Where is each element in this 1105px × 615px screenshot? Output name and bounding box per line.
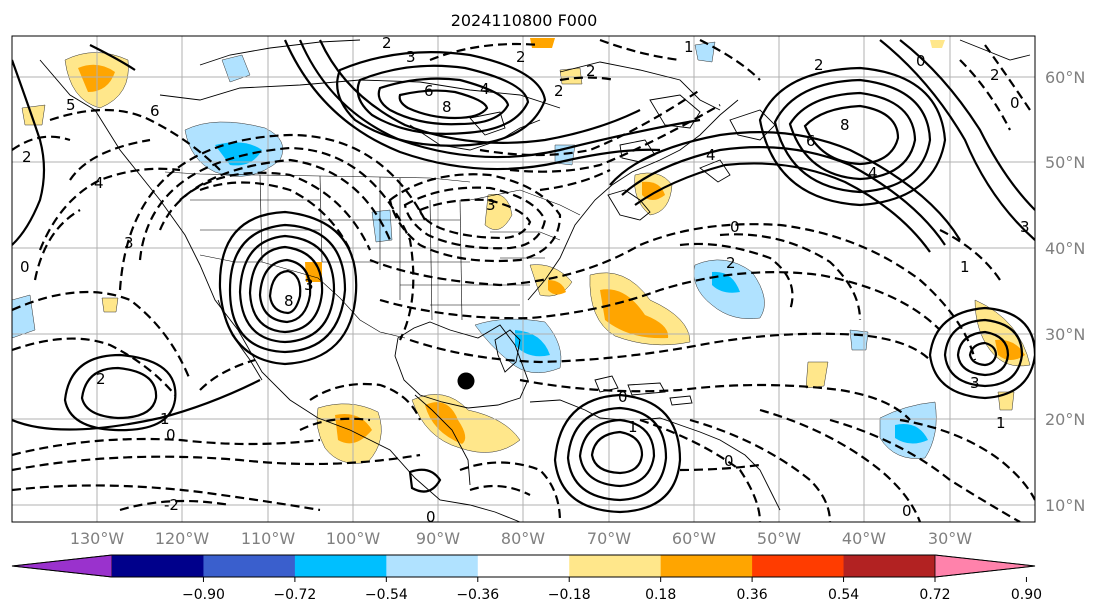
contour-label: 1 [684, 38, 694, 56]
contour-label: 0 [618, 388, 628, 406]
contour-label: 3 [304, 276, 314, 294]
political-borders [164, 171, 581, 339]
colorbar: −0.90 −0.72 −0.54 −0.36 −0.18 0.18 0.36 0.54 0.7… [11, 554, 1042, 603]
colorbar-tick-label: −0.36 [456, 587, 499, 603]
contour-label: 4 [868, 164, 878, 182]
colorbar-tick-label: 0.18 [645, 587, 676, 603]
colorbar-segment [112, 555, 204, 577]
latitude-label: 40°N [1045, 239, 1085, 258]
latitude-axis: 60°N 50°N 40°N 30°N 20°N 10°N [1045, 68, 1085, 515]
contour-label: 1 [996, 414, 1006, 432]
contour-label: 4 [94, 174, 104, 192]
contour-label: 8 [284, 292, 294, 310]
colorbar-tick-label: 0.54 [828, 587, 859, 603]
contour-label: 6 [424, 82, 434, 100]
longitude-label: 50°W [757, 529, 801, 548]
contour-label: 0 [20, 258, 30, 276]
longitude-label: 110°W [241, 529, 296, 548]
contour-labels: 2 3 2 1 6 8 4 2 2 0 2 6 8 4 0 2 6 5 4 3 … [20, 34, 1030, 526]
contour-label: 8 [442, 98, 452, 116]
gridlines [12, 36, 1035, 522]
contour-label: 8 [840, 116, 850, 134]
colorbar-tick-label: −0.90 [182, 587, 225, 603]
colorbar-segment [660, 555, 753, 577]
contour-label: 1 [628, 418, 638, 436]
contour-label: 2 [96, 370, 106, 388]
latitude-label: 10°N [1045, 496, 1085, 515]
latitude-label: 20°N [1045, 410, 1085, 429]
map-title: 2024110800 F000 [451, 11, 598, 30]
colorbar-segment [294, 555, 387, 577]
contour-label: 2 [22, 148, 32, 166]
latitude-label: 30°N [1045, 325, 1085, 344]
contour-label: 0 [1010, 94, 1020, 112]
latitude-label: 50°N [1045, 153, 1085, 172]
contour-label: 3 [406, 48, 416, 66]
latitude-label: 60°N [1045, 68, 1085, 87]
longitude-label: 120°W [155, 529, 210, 548]
colorbar-tick-label: 0.72 [919, 587, 950, 603]
location-marker-icon [457, 372, 475, 390]
map-area: 2 3 2 1 6 8 4 2 2 0 2 6 8 4 0 2 6 5 4 3 … [12, 34, 1035, 526]
colorbar-segment [203, 555, 296, 577]
contour-label: 3 [970, 374, 980, 392]
colorbar-tick-label: 0.36 [737, 587, 768, 603]
colorbar-segment [477, 555, 570, 577]
longitude-label: 40°W [842, 529, 886, 548]
longitude-axis: 130°W 120°W 110°W 100°W 90°W 80°W 70°W 6… [70, 529, 972, 548]
colorbar-segment [569, 555, 662, 577]
contour-label: 2 [382, 34, 392, 52]
dashed-contours [12, 38, 1035, 522]
longitude-label: 80°W [501, 529, 545, 548]
contour-label: 0 [730, 218, 740, 236]
map-frame [11, 35, 1036, 523]
colorbar-tick-label: −0.18 [548, 587, 591, 603]
contour-label: 6 [806, 132, 816, 150]
contour-label: 2 [516, 48, 526, 66]
contour-label: 0 [166, 426, 176, 444]
contour-label: 1 [960, 258, 970, 276]
longitude-label: 30°W [928, 529, 972, 548]
contour-label: 0 [916, 52, 926, 70]
colorbar-tick-label: −0.72 [273, 587, 316, 603]
colorbar-segment [752, 555, 845, 577]
contour-label: 2 [554, 82, 564, 100]
longitude-label: 90°W [416, 529, 460, 548]
longitude-label: 100°W [326, 529, 381, 548]
colorbar-arrow-low [11, 554, 113, 578]
colorbar-segment [386, 555, 479, 577]
contour-label: -2 [164, 496, 179, 514]
contour-label: 6 [150, 102, 160, 120]
colorbar-outline [11, 554, 1036, 578]
contour-label: 4 [706, 146, 716, 164]
contour-label: 5 [66, 96, 76, 114]
contour-label: 0 [724, 452, 734, 470]
longitude-label: 60°W [672, 529, 716, 548]
contour-label: 2 [814, 56, 824, 74]
contour-label: 2 [990, 66, 1000, 84]
colorbar-tick-label: 0.90 [1011, 587, 1042, 603]
contour-label: 0 [426, 508, 436, 526]
contour-label: 3 [486, 196, 496, 214]
contour-label: 1 [160, 410, 170, 428]
contour-label: 2 [586, 62, 596, 80]
contour-label: 3 [124, 234, 134, 252]
colorbar-arrow-high [934, 554, 1036, 578]
colorbar-segment [843, 555, 936, 577]
solid-contours [12, 39, 1035, 514]
contour-label: 4 [480, 80, 490, 98]
longitude-label: 70°W [587, 529, 631, 548]
longitude-label: 130°W [70, 529, 125, 548]
contour-label: 3 [1020, 218, 1030, 236]
contour-label: 0 [902, 502, 912, 520]
contour-label: 2 [726, 254, 736, 272]
colorbar-tick-label: −0.54 [365, 587, 408, 603]
